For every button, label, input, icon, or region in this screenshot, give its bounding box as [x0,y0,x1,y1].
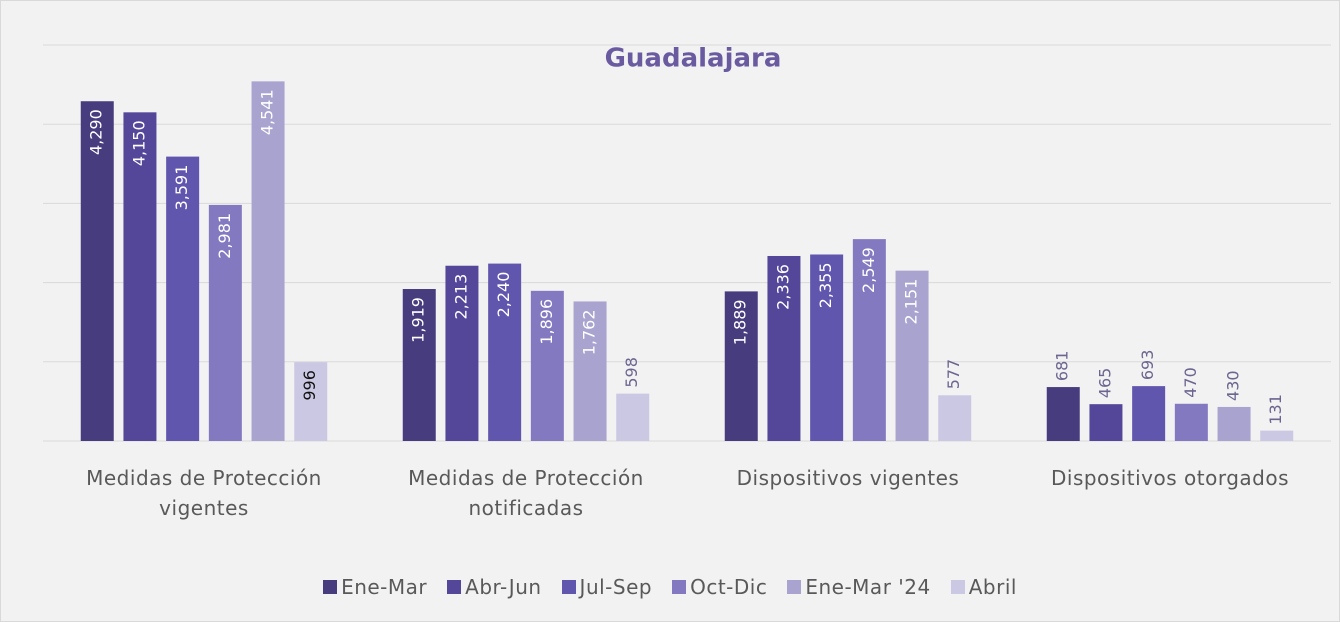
bar [1217,406,1251,441]
bar [251,81,285,442]
bar [80,101,114,442]
data-label: 2,355 [816,262,835,308]
data-label: 681 [1053,351,1072,382]
x-tick-label: Medidas de Protección notificadas [408,466,644,520]
data-label: 2,981 [215,213,234,259]
legend-label: Ene-Mar '24 [805,575,931,599]
data-label: 2,240 [494,272,513,318]
legend-swatch [447,580,462,594]
legend-label: Jul-Sep [579,575,653,599]
data-label: 4,290 [87,109,106,155]
data-label: 465 [1095,368,1114,399]
data-label: 598 [622,357,641,388]
legend-label: Ene-Mar [341,575,428,599]
bar [852,239,886,441]
bar [573,301,607,441]
x-tick-label: Medidas de Protección vigentes [86,466,322,520]
data-label: 2,151 [902,279,921,325]
legend-swatch [950,580,965,594]
data-label: 577 [944,359,963,390]
data-label: 1,762 [580,309,599,355]
data-label: 2,549 [859,247,878,293]
bar [1089,404,1123,441]
bar [1046,387,1080,441]
bar [402,289,436,441]
data-label: 996 [300,370,319,401]
bar [1132,386,1166,441]
bar [488,263,522,441]
legend-swatch [323,580,338,594]
legend-item: Ene-Mar [323,575,427,599]
chart-title: Guadalajara [605,44,782,74]
x-tick-label: Dispositivos vigentes [736,466,960,490]
legend-item: Abr-Jun [447,575,541,599]
data-label: 1,889 [731,299,750,345]
legend-label: Abr-Jun [465,575,542,599]
legend-swatch [561,580,576,594]
data-label: 4,150 [129,120,148,166]
bar [895,270,929,441]
data-label: 430 [1224,370,1243,401]
x-tick-label: Dispositivos otorgados [1050,466,1290,490]
legend-label: Abril [968,575,1017,599]
legend-item: Abril [950,575,1017,599]
data-label: 131 [1266,394,1285,425]
bar [1260,430,1294,441]
bar [208,204,242,441]
bar [123,112,157,441]
bar [810,254,844,441]
legend-item: Ene-Mar '24 [787,575,930,599]
legend-swatch [787,580,802,594]
legend-item: Oct-Dic [672,575,767,599]
bar [1174,403,1208,441]
bar [616,393,650,441]
data-label: 2,213 [451,274,470,320]
legend-item: Jul-Sep [561,575,653,599]
bar [294,362,328,441]
data-label: 693 [1138,350,1157,381]
data-label: 470 [1181,367,1200,398]
bar [767,255,801,441]
data-label: 4,541 [258,89,277,135]
bar [938,395,972,441]
legend-swatch [672,580,687,594]
bar [166,156,200,441]
bar [530,290,564,441]
data-label: 2,336 [773,264,792,310]
data-label: 1,919 [409,297,428,343]
data-label: 1,896 [537,299,556,345]
legend: Ene-Mar Abr-Jun Jul-Sep Oct-Dic Ene-Mar '24 A… [1,575,1339,599]
bar [724,291,758,441]
legend-label: Oct-Dic [690,575,768,599]
bar [445,265,479,441]
data-label: 3,591 [172,165,191,211]
